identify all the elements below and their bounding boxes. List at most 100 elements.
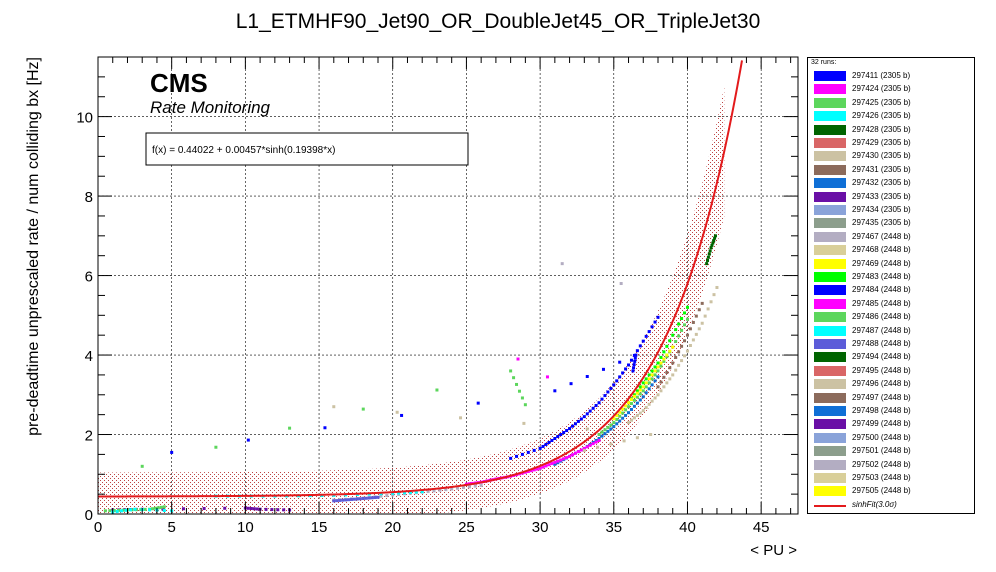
- legend-swatch: [814, 151, 846, 162]
- data-point: [662, 375, 666, 379]
- data-point: [515, 454, 519, 458]
- data-point: [600, 434, 604, 438]
- data-point: [656, 369, 660, 373]
- data-point: [553, 436, 557, 440]
- data-point: [565, 429, 569, 433]
- data-point: [711, 241, 715, 245]
- data-point: [601, 367, 605, 371]
- data-point: [638, 344, 642, 348]
- data-point: [629, 402, 633, 406]
- legend-label: 297487 (2448 b): [852, 325, 911, 335]
- data-point: [606, 425, 610, 429]
- data-point: [635, 401, 639, 405]
- data-point: [624, 413, 628, 417]
- data-point: [450, 487, 454, 491]
- data-point: [700, 301, 704, 305]
- data-point: [612, 421, 616, 425]
- fit-curve: [97, 60, 743, 498]
- legend-entry: 297431 (2305 b): [812, 164, 972, 177]
- data-point: [591, 442, 595, 446]
- data-point: [573, 422, 577, 426]
- data-point: [674, 328, 678, 332]
- legend-label: 297483 (2448 b): [852, 272, 911, 281]
- data-point: [479, 483, 483, 487]
- data-point: [585, 427, 589, 431]
- data-point: [644, 391, 648, 395]
- legend-label: 297469 (2448 b): [852, 258, 911, 268]
- data-point: [680, 328, 684, 332]
- legend-entry: 297434 (2305 b): [812, 204, 972, 217]
- data-point: [571, 424, 575, 428]
- data-point: [634, 353, 638, 357]
- data-point: [438, 488, 442, 492]
- data-point: [705, 262, 709, 266]
- data-point: [556, 461, 560, 465]
- data-point: [522, 421, 526, 425]
- data-point: [709, 300, 713, 304]
- data-point: [624, 408, 628, 412]
- legend-label: 297424 (2305 b): [852, 84, 911, 94]
- data-point: [282, 508, 286, 512]
- legend-swatch: [814, 339, 846, 349]
- data-point: [276, 508, 280, 512]
- legend-entry: 297435 (2305 b): [812, 217, 972, 230]
- legend-label: 297497 (2448 b): [852, 392, 911, 402]
- data-point: [600, 397, 604, 401]
- data-point: [615, 422, 619, 426]
- legend-entry: 297467 (2448 b): [812, 231, 972, 244]
- data-point: [650, 399, 654, 403]
- legend-label: 297467 (2448 b): [852, 231, 911, 241]
- data-point: [579, 448, 583, 452]
- data-point: [588, 443, 592, 447]
- legend-header: 32 runs:: [811, 59, 837, 66]
- data-point: [385, 494, 389, 498]
- legend-label: 297435 (2305 b): [852, 218, 911, 228]
- data-point: [694, 314, 698, 318]
- data-point: [140, 464, 144, 468]
- legend-swatch: [814, 446, 846, 457]
- data-point: [367, 496, 371, 500]
- legend-swatch: [814, 352, 846, 363]
- y-tick-label: 2: [85, 428, 93, 445]
- data-point: [656, 375, 660, 379]
- data-point: [641, 339, 645, 343]
- data-point: [341, 498, 345, 502]
- data-point: [403, 491, 407, 495]
- data-point: [181, 507, 185, 511]
- data-point: [635, 413, 639, 417]
- data-point: [609, 386, 613, 390]
- data-point: [585, 375, 589, 379]
- data-point: [576, 450, 580, 454]
- data-point: [597, 436, 601, 440]
- data-point: [644, 405, 648, 409]
- data-point: [656, 315, 660, 319]
- data-point: [629, 358, 633, 362]
- data-point: [638, 385, 642, 389]
- legend-label: 297486 (2448 b): [852, 312, 911, 322]
- data-point: [133, 507, 137, 511]
- data-point: [420, 490, 424, 494]
- legend-swatch: [814, 379, 846, 390]
- data-point: [685, 349, 689, 353]
- data-point: [582, 446, 586, 450]
- data-point: [635, 391, 639, 395]
- legend-label: 297500 (2448 b): [852, 432, 911, 442]
- data-point: [603, 428, 607, 432]
- data-point: [148, 508, 152, 512]
- legend-entry: 297498 (2448 b): [812, 405, 972, 418]
- data-point: [632, 416, 636, 420]
- data-point: [246, 506, 250, 510]
- data-point: [544, 464, 548, 468]
- data-point: [335, 499, 339, 503]
- legend-swatch: [814, 205, 846, 215]
- data-point: [653, 396, 657, 400]
- data-point: [444, 488, 448, 492]
- data-point: [594, 440, 598, 444]
- data-point: [662, 357, 666, 361]
- legend-fit-label: sinhFit(3.0σ): [852, 499, 897, 509]
- data-point: [515, 382, 519, 386]
- data-point: [712, 293, 716, 297]
- data-point: [680, 359, 684, 363]
- data-point: [435, 388, 439, 392]
- data-point: [638, 411, 642, 415]
